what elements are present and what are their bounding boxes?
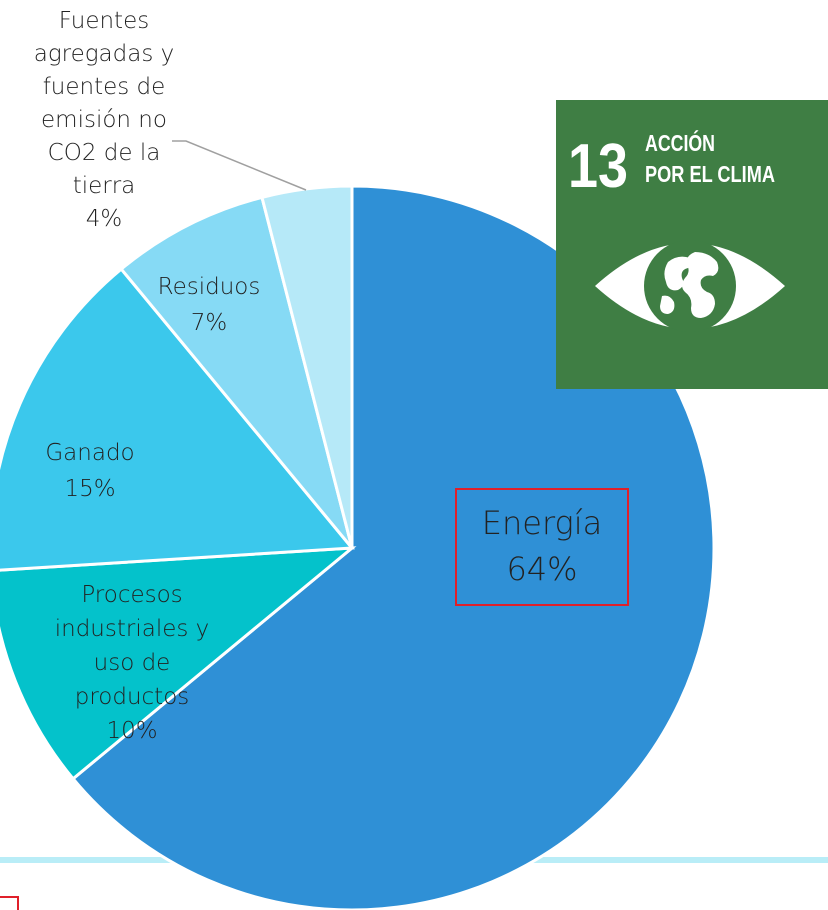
slice-label-4: Fuentes agregadas y fuentes de emisión no CO…	[34, 8, 175, 232]
leader-lines	[172, 140, 307, 191]
slice-label-line: Fuentes	[59, 8, 149, 34]
slice-label-2: Ganado 15%	[45, 440, 134, 502]
slice-label-line: uso de	[94, 650, 171, 676]
slice-label-3: Residuos 7%	[158, 274, 261, 336]
sdg-number: 13	[568, 132, 628, 201]
eye-globe-icon	[595, 240, 785, 332]
slice-label-line: 4%	[86, 206, 123, 232]
corner-highlight-mark	[0, 896, 19, 910]
slice-label-line: 10%	[106, 718, 157, 744]
slice-label-line: 7%	[191, 310, 228, 336]
slice-label-line: productos	[75, 684, 190, 710]
sdg-title-line1: ACCIÓN	[645, 129, 715, 156]
slice-label-line: Ganado	[45, 440, 134, 466]
slice-label-line: fuentes de	[43, 74, 166, 100]
globe-continents	[660, 252, 719, 318]
pie-slice-1	[0, 546, 357, 781]
slice-label-1: Procesos industriales y uso de productos 10%	[55, 582, 210, 744]
slice-label-line: Residuos	[158, 274, 261, 300]
slice-label-line: CO2 de la	[48, 140, 161, 166]
slice-label-line: industriales y	[55, 616, 210, 642]
slice-label-line: Procesos	[81, 582, 182, 608]
slice-label-line: 15%	[64, 476, 115, 502]
pie-slice-2	[0, 266, 356, 572]
slice-label-line: agregadas y	[34, 41, 175, 67]
slice-label-0: Energía 64%	[482, 504, 602, 588]
leader-line-fuentes	[172, 140, 307, 191]
slice-label-line: emisión no	[41, 107, 167, 133]
sdg-13-badge: 13 ACCIÓN POR EL CLIMA	[556, 100, 828, 389]
slice-label-line: Energía	[482, 504, 602, 542]
slice-labels: Energía 64% Procesos industriales y uso de pr…	[34, 8, 602, 744]
slice-label-line: tierra	[73, 173, 136, 199]
sdg-title-line2: POR EL CLIMA	[645, 161, 775, 187]
pie-slices	[0, 184, 716, 910]
energia-highlight-box	[455, 488, 629, 606]
pie-slice-3	[119, 195, 354, 549]
pie-slice-4	[260, 184, 354, 549]
slice-label-line: 64%	[506, 550, 577, 588]
